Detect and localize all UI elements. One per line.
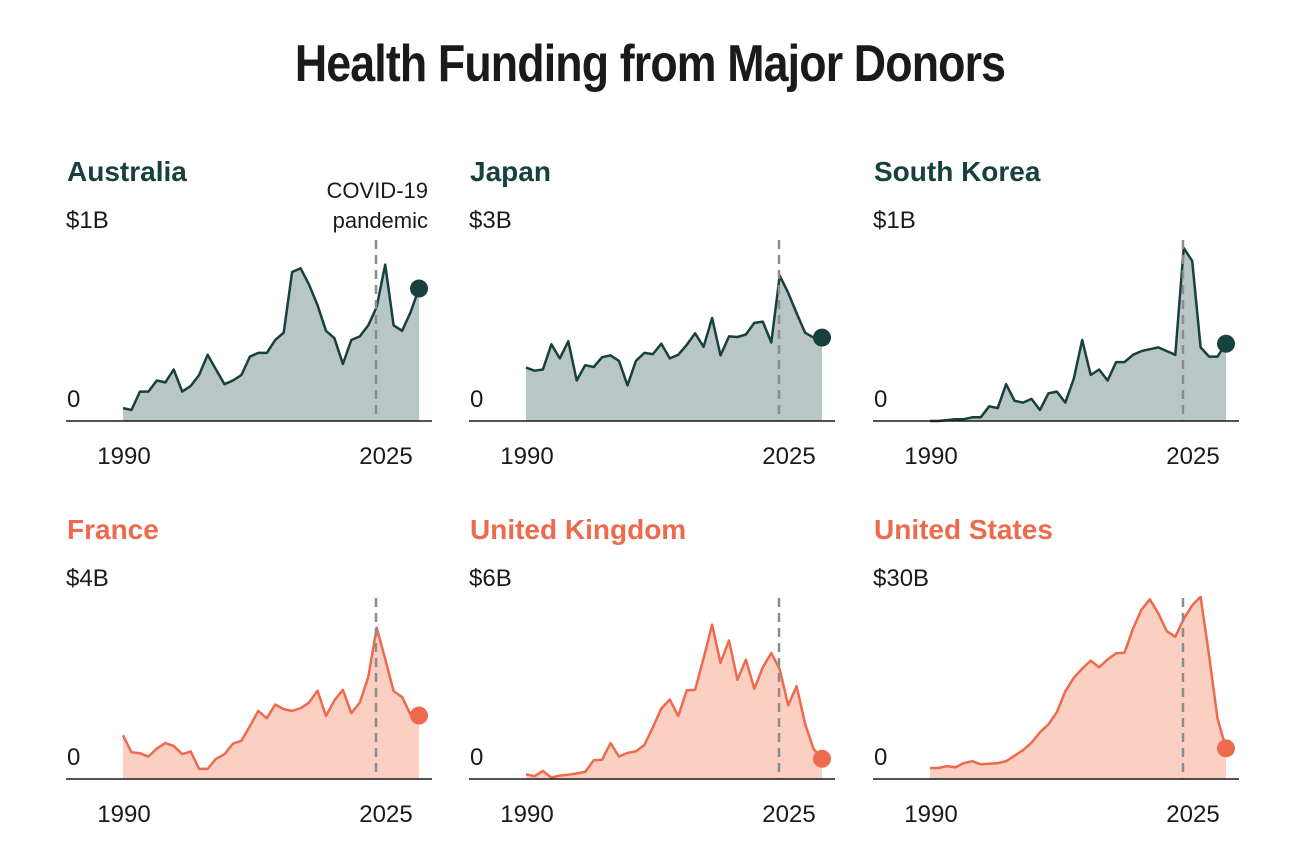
chart-panel-united-kingdom: United Kingdom $6B 0 1990 2025 [469,514,835,828]
chart-panel-australia: Australia $1B 0 1990 2025 COVID-19 pandemic [66,156,432,470]
y-max-label: $1B [873,207,916,234]
area-fill [930,248,1226,421]
chart-panel-south-korea: South Korea $1B 0 1990 2025 [873,156,1239,470]
latest-value-dot [1217,334,1235,353]
x-tick-label: 1990 [500,801,553,828]
x-tick-label: 2025 [359,443,412,470]
y-zero-label: 0 [874,386,887,413]
y-max-label: $30B [873,565,929,592]
panel-title: France [67,514,159,545]
y-zero-label: 0 [470,744,483,771]
area-fill [526,275,822,421]
panel-title: Australia [67,156,187,187]
panel-title: Japan [470,156,551,187]
series-line [525,623,823,779]
chart-panel-united-states: United States $30B 0 1990 2025 [873,514,1239,828]
area-fill [123,627,419,779]
series-line [930,246,1228,423]
series-line [122,263,421,412]
y-zero-label: 0 [874,744,887,771]
latest-value-dot [1217,739,1235,758]
area-fill [123,264,419,421]
page-title: Health Funding from Major Donors [294,35,1006,93]
y-zero-label: 0 [67,744,80,771]
x-tick-label: 2025 [762,443,815,470]
x-tick-label: 1990 [904,443,957,470]
x-tick-label: 1990 [500,443,553,470]
y-zero-label: 0 [67,386,80,413]
chart-panel-france: France $4B 0 1990 2025 [66,514,432,828]
panel-title: South Korea [874,156,1041,187]
area-fill [930,596,1226,779]
area-fill [526,624,822,779]
x-tick-label: 2025 [1166,801,1219,828]
covid-annotation-line: COVID-19 [327,178,428,203]
latest-value-dot [410,706,428,725]
x-tick-label: 2025 [762,801,815,828]
chart-panel-japan: Japan $3B 0 1990 2025 [469,156,835,470]
panel-title: United Kingdom [470,514,686,545]
x-tick-label: 1990 [97,443,150,470]
latest-value-dot [410,279,428,298]
series-line [525,274,822,387]
series-line [121,626,420,771]
x-tick-label: 2025 [359,801,412,828]
y-max-label: $3B [469,207,512,234]
x-tick-label: 1990 [97,801,150,828]
y-zero-label: 0 [470,386,483,413]
panel-title: United States [874,514,1053,545]
series-line [930,595,1228,770]
latest-value-dot [813,328,831,347]
covid-annotation-line: pandemic [333,208,428,233]
latest-value-dot [813,749,831,768]
y-max-label: $4B [66,565,109,592]
y-max-label: $6B [469,565,512,592]
x-tick-label: 1990 [904,801,957,828]
y-max-label: $1B [66,207,109,234]
x-tick-label: 2025 [1166,443,1219,470]
